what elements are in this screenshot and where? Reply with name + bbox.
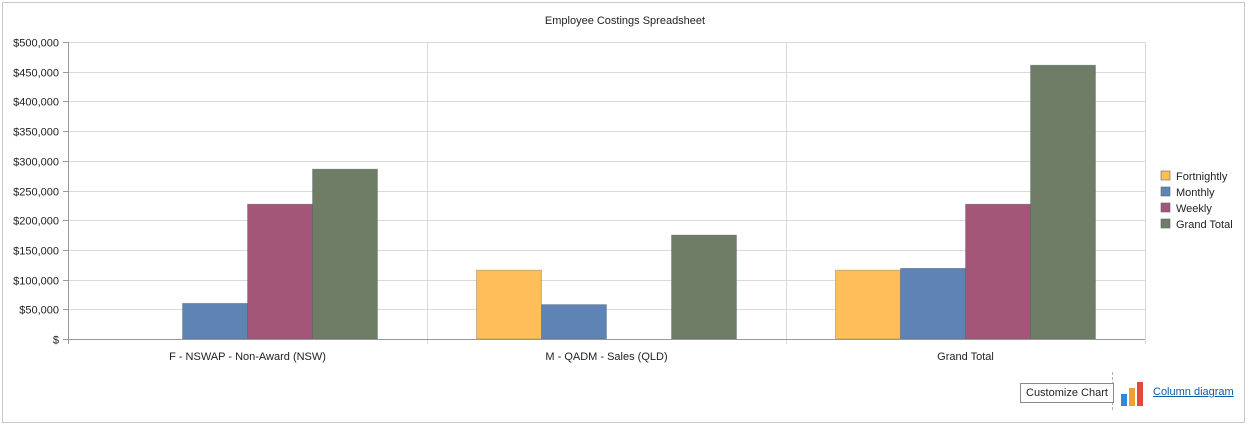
bars — [182, 64, 1096, 340]
legend-swatch — [1160, 170, 1171, 181]
column-chart-icon[interactable] — [1121, 381, 1145, 407]
legend-swatch — [1160, 186, 1171, 197]
y-tick-label: $400,000 — [13, 97, 59, 109]
legend-label: Fortnightly — [1176, 171, 1228, 183]
bar — [965, 203, 1031, 340]
y-tick-label: $500,000 — [13, 38, 59, 50]
customize-chart-button[interactable]: Customize Chart — [1020, 383, 1114, 403]
y-tick-label: $150,000 — [13, 246, 59, 258]
bar — [476, 269, 542, 340]
bar — [312, 168, 378, 340]
y-tick-label: $200,000 — [13, 216, 59, 228]
legend-label: Weekly — [1176, 203, 1212, 215]
bar — [671, 234, 737, 340]
bar — [247, 203, 313, 340]
legend-swatch — [1160, 218, 1171, 229]
y-tick-label: $350,000 — [13, 127, 59, 139]
legend-label: Grand Total — [1176, 219, 1233, 231]
y-tick-label: $50,000 — [19, 305, 59, 317]
y-tick-label: $450,000 — [13, 68, 59, 80]
bar — [182, 303, 248, 340]
bar — [541, 304, 607, 340]
bar — [835, 269, 901, 340]
bar — [1030, 64, 1096, 340]
x-tick-label: F - NSWAP - Non-Award (NSW) — [169, 351, 326, 363]
y-tick-label: $250,000 — [13, 187, 59, 199]
column-diagram-link[interactable]: Column diagram — [1153, 386, 1234, 398]
x-tick-label: M - QADM - Sales (QLD) — [545, 351, 667, 363]
axes: $ $50,000 $100,000 $150,000 $200,000 $250,000… — [13, 38, 1145, 363]
y-tick-label: $ — [53, 335, 59, 347]
legend: Fortnightly Monthly Weekly Grand Total — [1160, 170, 1233, 231]
legend-swatch — [1160, 202, 1171, 213]
y-tick-label: $300,000 — [13, 157, 59, 169]
x-tick-label: Grand Total — [937, 351, 994, 363]
legend-label: Monthly — [1176, 187, 1215, 199]
bar — [900, 268, 966, 340]
chart-title: Employee Costings Spreadsheet — [545, 15, 705, 27]
y-tick-label: $100,000 — [13, 276, 59, 288]
